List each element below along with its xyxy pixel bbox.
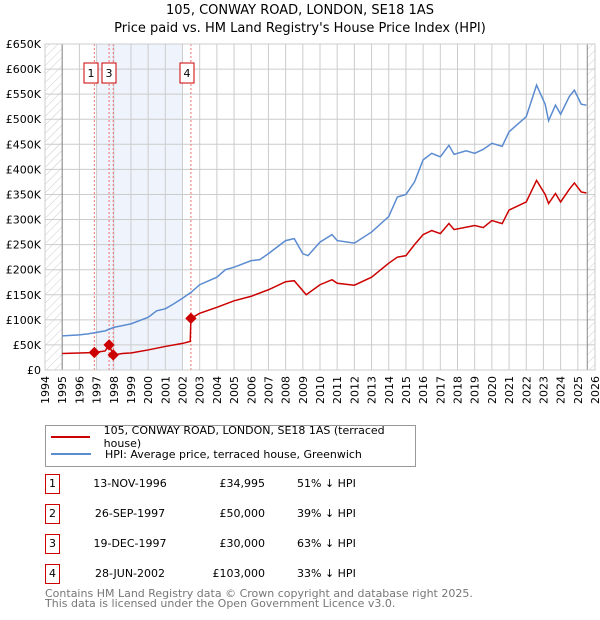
chart-subtitle: Price paid vs. HM Land Registry's House …	[114, 21, 486, 36]
x-tick-label: 1997	[91, 376, 104, 404]
sale-id-badge: 4	[45, 564, 60, 584]
chart-title: 105, CONWAY ROAD, LONDON, SE18 1AS	[166, 3, 434, 18]
sale-label-box	[179, 62, 195, 84]
sale-price: £34,995	[219, 477, 266, 490]
sale-label-1: 1	[83, 62, 99, 84]
sale-price: £103,000	[212, 567, 266, 580]
legend: 105, CONWAY ROAD, LONDON, SE18 1AS (terr…	[45, 424, 416, 467]
sale-id-badge: 3	[45, 534, 60, 554]
sale-price: £50,000	[219, 507, 266, 520]
hatched-region-left	[45, 44, 63, 370]
x-tick-label: 1998	[108, 376, 121, 404]
sale-date: 26-SEP-1997	[94, 507, 166, 520]
property-price-line	[62, 178, 587, 356]
sale-label-4: 4	[179, 62, 195, 84]
x-tick-label: 2000	[142, 376, 155, 404]
y-tick-label: £450K	[6, 138, 42, 151]
y-tick-label: £50K	[13, 339, 42, 352]
sale-point-4	[185, 312, 197, 324]
sale-row: 2 26-SEP-1997 £50,000 39% ↓ HPI	[45, 504, 445, 524]
x-tick-label: 2026	[589, 376, 600, 404]
x-tick-label: 2020	[486, 376, 499, 404]
x-tick-label: 2018	[452, 376, 465, 404]
x-tick-label: 2010	[314, 376, 327, 404]
sale-id-badge: 2	[45, 504, 60, 524]
y-tick-label: £100K	[6, 314, 42, 327]
sale-label-text: 3	[106, 67, 113, 80]
y-tick-label: £200K	[6, 264, 42, 277]
hatched-region-right	[587, 44, 595, 370]
x-tick-label: 2006	[245, 376, 258, 404]
x-tick-label: 2001	[159, 376, 172, 404]
x-tick-label: 2013	[366, 376, 379, 404]
x-tick-label: 2022	[520, 376, 533, 404]
y-tick-label: £600K	[6, 63, 42, 76]
y-tick-label: £0	[27, 364, 41, 377]
x-tick-label: 2017	[434, 376, 447, 404]
y-tick-label: £350K	[6, 188, 42, 201]
sale-hpi-diff: 39% ↓ HPI	[297, 507, 356, 520]
x-tick-label: 2003	[194, 376, 207, 404]
sale-label-box	[101, 62, 117, 84]
x-tick-label: 2015	[400, 376, 413, 404]
y-tick-label: £250K	[6, 239, 42, 252]
x-tick-label: 2007	[262, 376, 275, 404]
sale-hpi-diff: 33% ↓ HPI	[297, 567, 356, 580]
y-tick-label: £150K	[6, 289, 42, 302]
x-tick-label: 2025	[572, 376, 585, 404]
sale-label-text: 1	[88, 67, 95, 80]
sale-row: 1 13-NOV-1996 £34,995 51% ↓ HPI	[45, 474, 445, 494]
x-tick-label: 2024	[555, 376, 568, 404]
x-tick-label: 2014	[383, 376, 396, 404]
legend-label-hpi: HPI: Average price, terraced house, Gree…	[105, 447, 362, 461]
sale-label-3: 3	[101, 62, 117, 84]
legend-swatch-hpi	[51, 453, 91, 455]
y-tick-label: £300K	[6, 214, 42, 227]
x-tick-label: 2004	[211, 376, 224, 404]
x-tick-label: 1994	[39, 376, 52, 404]
x-tick-label: 2005	[228, 376, 241, 404]
y-tick-label: £400K	[6, 163, 42, 176]
x-tick-label: 1995	[56, 376, 69, 404]
footer-copyright: Contains HM Land Registry data © Crown c…	[45, 587, 473, 600]
sale-row: 4 28-JUN-2002 £103,000 33% ↓ HPI	[45, 564, 445, 584]
sale-date: 19-DEC-1997	[93, 537, 167, 550]
x-tick-label: 2008	[280, 376, 293, 404]
x-tick-label: 2011	[331, 376, 344, 404]
y-tick-label: £650K	[6, 38, 42, 51]
sale-date: 28-JUN-2002	[94, 567, 166, 580]
x-tick-label: 2002	[177, 376, 190, 404]
shaded-period	[96, 44, 183, 370]
plot-border	[44, 43, 596, 371]
sale-label-text: 4	[184, 67, 191, 80]
y-tick-label: £500K	[6, 113, 42, 126]
legend-swatch-property	[51, 436, 90, 438]
sale-label-box	[83, 62, 99, 84]
x-tick-label: 2021	[503, 376, 516, 404]
sale-price: £30,000	[219, 537, 266, 550]
sale-id-badge: 1	[45, 474, 60, 494]
footer: Contains HM Land Registry data © Crown c…	[45, 587, 473, 610]
sale-hpi-diff: 51% ↓ HPI	[297, 477, 356, 490]
sale-date: 13-NOV-1996	[93, 477, 167, 490]
x-tick-label: 2009	[297, 376, 310, 404]
footer-licence: This data is licensed under the Open Gov…	[45, 597, 396, 610]
price-chart: 1994 1995 1996 1997 1998 1999 2000 2001 2002 2003…	[6, 38, 600, 404]
sale-row: 3 19-DEC-1997 £30,000 63% ↓ HPI	[45, 534, 445, 554]
legend-label-property: 105, CONWAY ROAD, LONDON, SE18 1AS (terr…	[103, 424, 385, 450]
x-tick-label: 2019	[469, 376, 482, 404]
x-tick-label: 2016	[417, 376, 430, 404]
x-tick-label: 1999	[125, 376, 138, 404]
x-tick-label: 2023	[537, 376, 550, 404]
y-tick-label: £550K	[6, 88, 42, 101]
sale-hpi-diff: 63% ↓ HPI	[297, 537, 356, 550]
x-tick-label: 2012	[348, 376, 361, 404]
hpi-line	[62, 83, 587, 337]
x-tick-label: 1996	[73, 376, 86, 404]
